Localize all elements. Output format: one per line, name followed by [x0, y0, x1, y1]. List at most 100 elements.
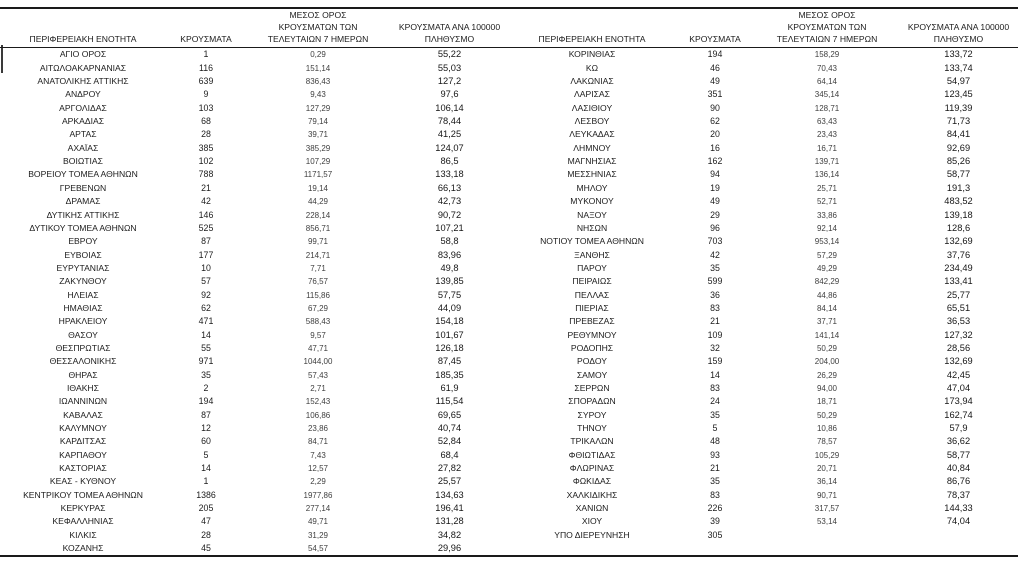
- table-body: ΑΓΙΟ ΟΡΟΣ 1 0,29 55,22 ΚΟΡΙΝΘΙΑΣ 194 158,29 133…: [0, 48, 1018, 557]
- region-name-cell: ΚΩ: [585, 62, 599, 73]
- cases-cell: 20: [710, 129, 720, 140]
- per100k-cell: 131,28: [435, 516, 464, 527]
- avg7-cell: 79,14: [307, 117, 329, 127]
- avg7-cell: 158,29: [814, 50, 840, 60]
- region-name-cell: ΝΟΤΙΟΥ ΤΟΜΕΑ ΑΘΗΝΩΝ: [540, 236, 644, 247]
- col-header-per100k-right: ΚΡΟΥΣΜΑΤΑ ΑΝΑ 100000 ΠΛΗΘΥΣΜΟ: [899, 8, 1018, 49]
- per100k-cell: 154,18: [435, 316, 464, 327]
- avg7-cell: 385,29: [305, 143, 331, 153]
- per100k-cell: 133,72: [944, 49, 973, 60]
- avg7-cell: 12,57: [307, 464, 329, 474]
- cases-cell: 12: [201, 423, 211, 434]
- per100k-cell: 58,77: [946, 449, 971, 460]
- cases-cell: 42: [710, 249, 720, 260]
- table-row: ΘΑΣΟΥ 14 9,57 101,67 ΡΕΘΥΜΝΟΥ 109 141,14 127,32: [0, 329, 1018, 342]
- per100k-cell: 483,52: [944, 196, 973, 207]
- avg7-cell: 54,57: [307, 544, 329, 554]
- cases-cell: 159: [707, 356, 723, 367]
- region-name-cell: ΙΩΑΝΝΙΝΩΝ: [58, 396, 108, 407]
- region-name-cell: ΛΑΚΩΝΙΑΣ: [570, 76, 614, 87]
- table-row: ΚΕΝΤΡΙΚΟΥ ΤΟΜΕΑ ΑΘΗΝΩΝ 1386 1977,86 134,63 Χ…: [0, 489, 1018, 502]
- table-header: ΠΕΡΙΦΕΡΕΙΑΚΗ ΕΝΟΤΗΤΑ ΚΡΟΥΣΜΑΤΑ ΜΕΣΟΣ ΟΡΟ…: [0, 8, 1018, 49]
- cases-cell: 305: [707, 529, 723, 540]
- avg7-cell: 44,29: [307, 197, 329, 207]
- per100k-cell: 27,82: [437, 463, 462, 474]
- cases-cell: 1: [203, 476, 209, 487]
- cases-cell: 21: [710, 316, 720, 327]
- avg7-cell: 84,71: [307, 437, 329, 447]
- cases-cell: 16: [710, 142, 720, 153]
- table-row: ΔΥΤΙΚΗΣ ΑΤΤΙΚΗΣ 146 228,14 90,72 ΝΑΞΟΥ 29 33,8…: [0, 209, 1018, 222]
- table-row: ΚΙΛΚΙΣ 28 31,29 34,82 ΥΠΟ ΔΙΕΡΕΥΝΗΣΗ 305: [0, 529, 1018, 542]
- region-name-cell: ΧΑΛΚΙΔΙΚΗΣ: [566, 489, 618, 500]
- table-row: ΚΕΑΣ - ΚΥΘΝΟΥ 1 2,29 25,57 ΦΩΚΙΔΑΣ 35 36,14 86,…: [0, 475, 1018, 488]
- table-row: ΚΑΛΥΜΝΟΥ 12 23,86 40,74 ΤΗΝΟΥ 5 10,86 57,9: [0, 422, 1018, 435]
- cases-cell: 93: [710, 449, 720, 460]
- cases-cell: 60: [201, 436, 211, 447]
- avg7-cell: 1044,00: [303, 357, 333, 367]
- region-name-cell: ΚΕΑΣ - ΚΥΘΝΟΥ: [49, 476, 117, 487]
- table-row: ΙΩΑΝΝΙΝΩΝ 194 152,43 115,54 ΣΠΟΡΑΔΩΝ 24 18,71 1…: [0, 395, 1018, 408]
- avg7-cell: 37,71: [816, 317, 838, 327]
- table-row: ΑΓΙΟ ΟΡΟΣ 1 0,29 55,22 ΚΟΡΙΝΘΙΑΣ 194 158,29 133…: [0, 48, 1018, 62]
- col-header-region-right: ΠΕΡΙΦΕΡΕΙΑΚΗ ΕΝΟΤΗΤΑ: [509, 8, 675, 49]
- region-name-cell: ΥΠΟ ΔΙΕΡΕΥΝΗΣΗ: [554, 529, 630, 540]
- table-row: ΑΡΤΑΣ 28 39,71 41,25 ΛΕΥΚΑΔΑΣ 20 23,43 84,41: [0, 128, 1018, 141]
- cases-cell: 5: [203, 449, 209, 460]
- region-name-cell: ΒΟΡΕΙΟΥ ΤΟΜΕΑ ΑΘΗΝΩΝ: [28, 169, 138, 180]
- table-row: ΚΑΒΑΛΑΣ 87 106,86 69,65 ΣΥΡΟΥ 35 50,29 162,74: [0, 409, 1018, 422]
- per100k-cell: 124,07: [435, 142, 464, 153]
- per100k-cell: 85,26: [946, 156, 971, 167]
- per100k-cell: 47,04: [946, 382, 971, 393]
- cases-cell: 55: [201, 342, 211, 353]
- avg7-cell: 49,29: [816, 263, 838, 273]
- per100k-cell: 133,41: [944, 276, 973, 287]
- per100k-cell: 57,75: [437, 289, 462, 300]
- table-row: ΖΑΚΥΝΘΟΥ 57 76,57 139,85 ΠΕΙΡΑΙΩΣ 599 842,29 13…: [0, 275, 1018, 288]
- per100k-cell: 36,62: [946, 436, 971, 447]
- region-name-cell: ΚΑΡΔΙΤΣΑΣ: [59, 436, 107, 447]
- per100k-cell: 37,76: [946, 249, 971, 260]
- col-header-avg7days-right: ΜΕΣΟΣ ΟΡΟΣ ΚΡΟΥΣΜΑΤΩΝ ΤΩΝ ΤΕΛΕΥΤΑΙΩΝ 7 Η…: [755, 8, 899, 49]
- region-name-cell: ΝΑΞΟΥ: [577, 209, 607, 220]
- avg7-cell: 23,43: [816, 130, 838, 140]
- per100k-cell: 123,45: [944, 89, 973, 100]
- cases-cell: 96: [710, 222, 720, 233]
- col-header-cases-right: ΚΡΟΥΣΜΑΤΑ: [675, 8, 755, 49]
- region-name-cell: ΚΕΡΚΥΡΑΣ: [60, 503, 106, 514]
- region-name-cell: ΚΑΣΤΟΡΙΑΣ: [59, 463, 107, 474]
- avg7-cell: 141,14: [814, 330, 840, 340]
- avg7-cell: 953,14: [814, 237, 840, 247]
- region-name-cell: ΚΑΛΥΜΝΟΥ: [59, 423, 107, 434]
- per100k-cell: 115,54: [435, 396, 464, 407]
- avg7-cell: 7,43: [310, 450, 326, 460]
- table-row: ΑΝΑΤΟΛΙΚΗΣ ΑΤΤΙΚΗΣ 639 836,43 127,2 ΛΑΚΩΝΙΑΣ…: [0, 75, 1018, 88]
- cases-cell: 35: [710, 409, 720, 420]
- per100k-cell: [899, 529, 1018, 542]
- cases-cell: 68: [201, 116, 211, 127]
- region-name-cell: ΣΕΡΡΩΝ: [574, 382, 610, 393]
- cases-cell: 194: [198, 396, 214, 407]
- cases-cell: 2: [203, 382, 209, 393]
- region-name-cell: ΗΛΕΙΑΣ: [67, 289, 99, 300]
- per100k-cell: 40,74: [437, 423, 462, 434]
- region-name-cell: ΡΕΘΥΜΝΟΥ: [567, 329, 617, 340]
- avg7-cell: 856,71: [305, 223, 331, 233]
- avg7-cell: 70,43: [816, 63, 838, 73]
- cases-cell: 14: [201, 329, 211, 340]
- per100k-cell: 87,45: [437, 356, 462, 367]
- region-name-cell: ΧΙΟΥ: [581, 516, 603, 527]
- table-row: ΚΕΡΚΥΡΑΣ 205 277,14 196,41 ΧΑΝΙΩΝ 226 317,57 14…: [0, 502, 1018, 515]
- avg7-cell: 277,14: [305, 504, 331, 514]
- avg7-cell: 9,43: [310, 90, 326, 100]
- per100k-cell: 106,14: [435, 102, 464, 113]
- cases-cell: 116: [198, 62, 214, 73]
- per100k-cell: 128,6: [946, 222, 971, 233]
- avg7-cell: 107,29: [305, 157, 331, 167]
- region-name-cell: ΡΟΔΟΠΗΣ: [570, 342, 614, 353]
- table-row: ΚΑΣΤΟΡΙΑΣ 14 12,57 27,82 ΦΛΩΡΙΝΑΣ 21 20,71 40,8…: [0, 462, 1018, 475]
- region-name-cell: ΠΙΕΡΙΑΣ: [575, 302, 609, 313]
- per100k-cell: 41,25: [437, 129, 462, 140]
- table-row: ΘΗΡΑΣ 35 57,43 185,35 ΣΑΜΟΥ 14 26,29 42,45: [0, 369, 1018, 382]
- cases-cell: [675, 542, 755, 556]
